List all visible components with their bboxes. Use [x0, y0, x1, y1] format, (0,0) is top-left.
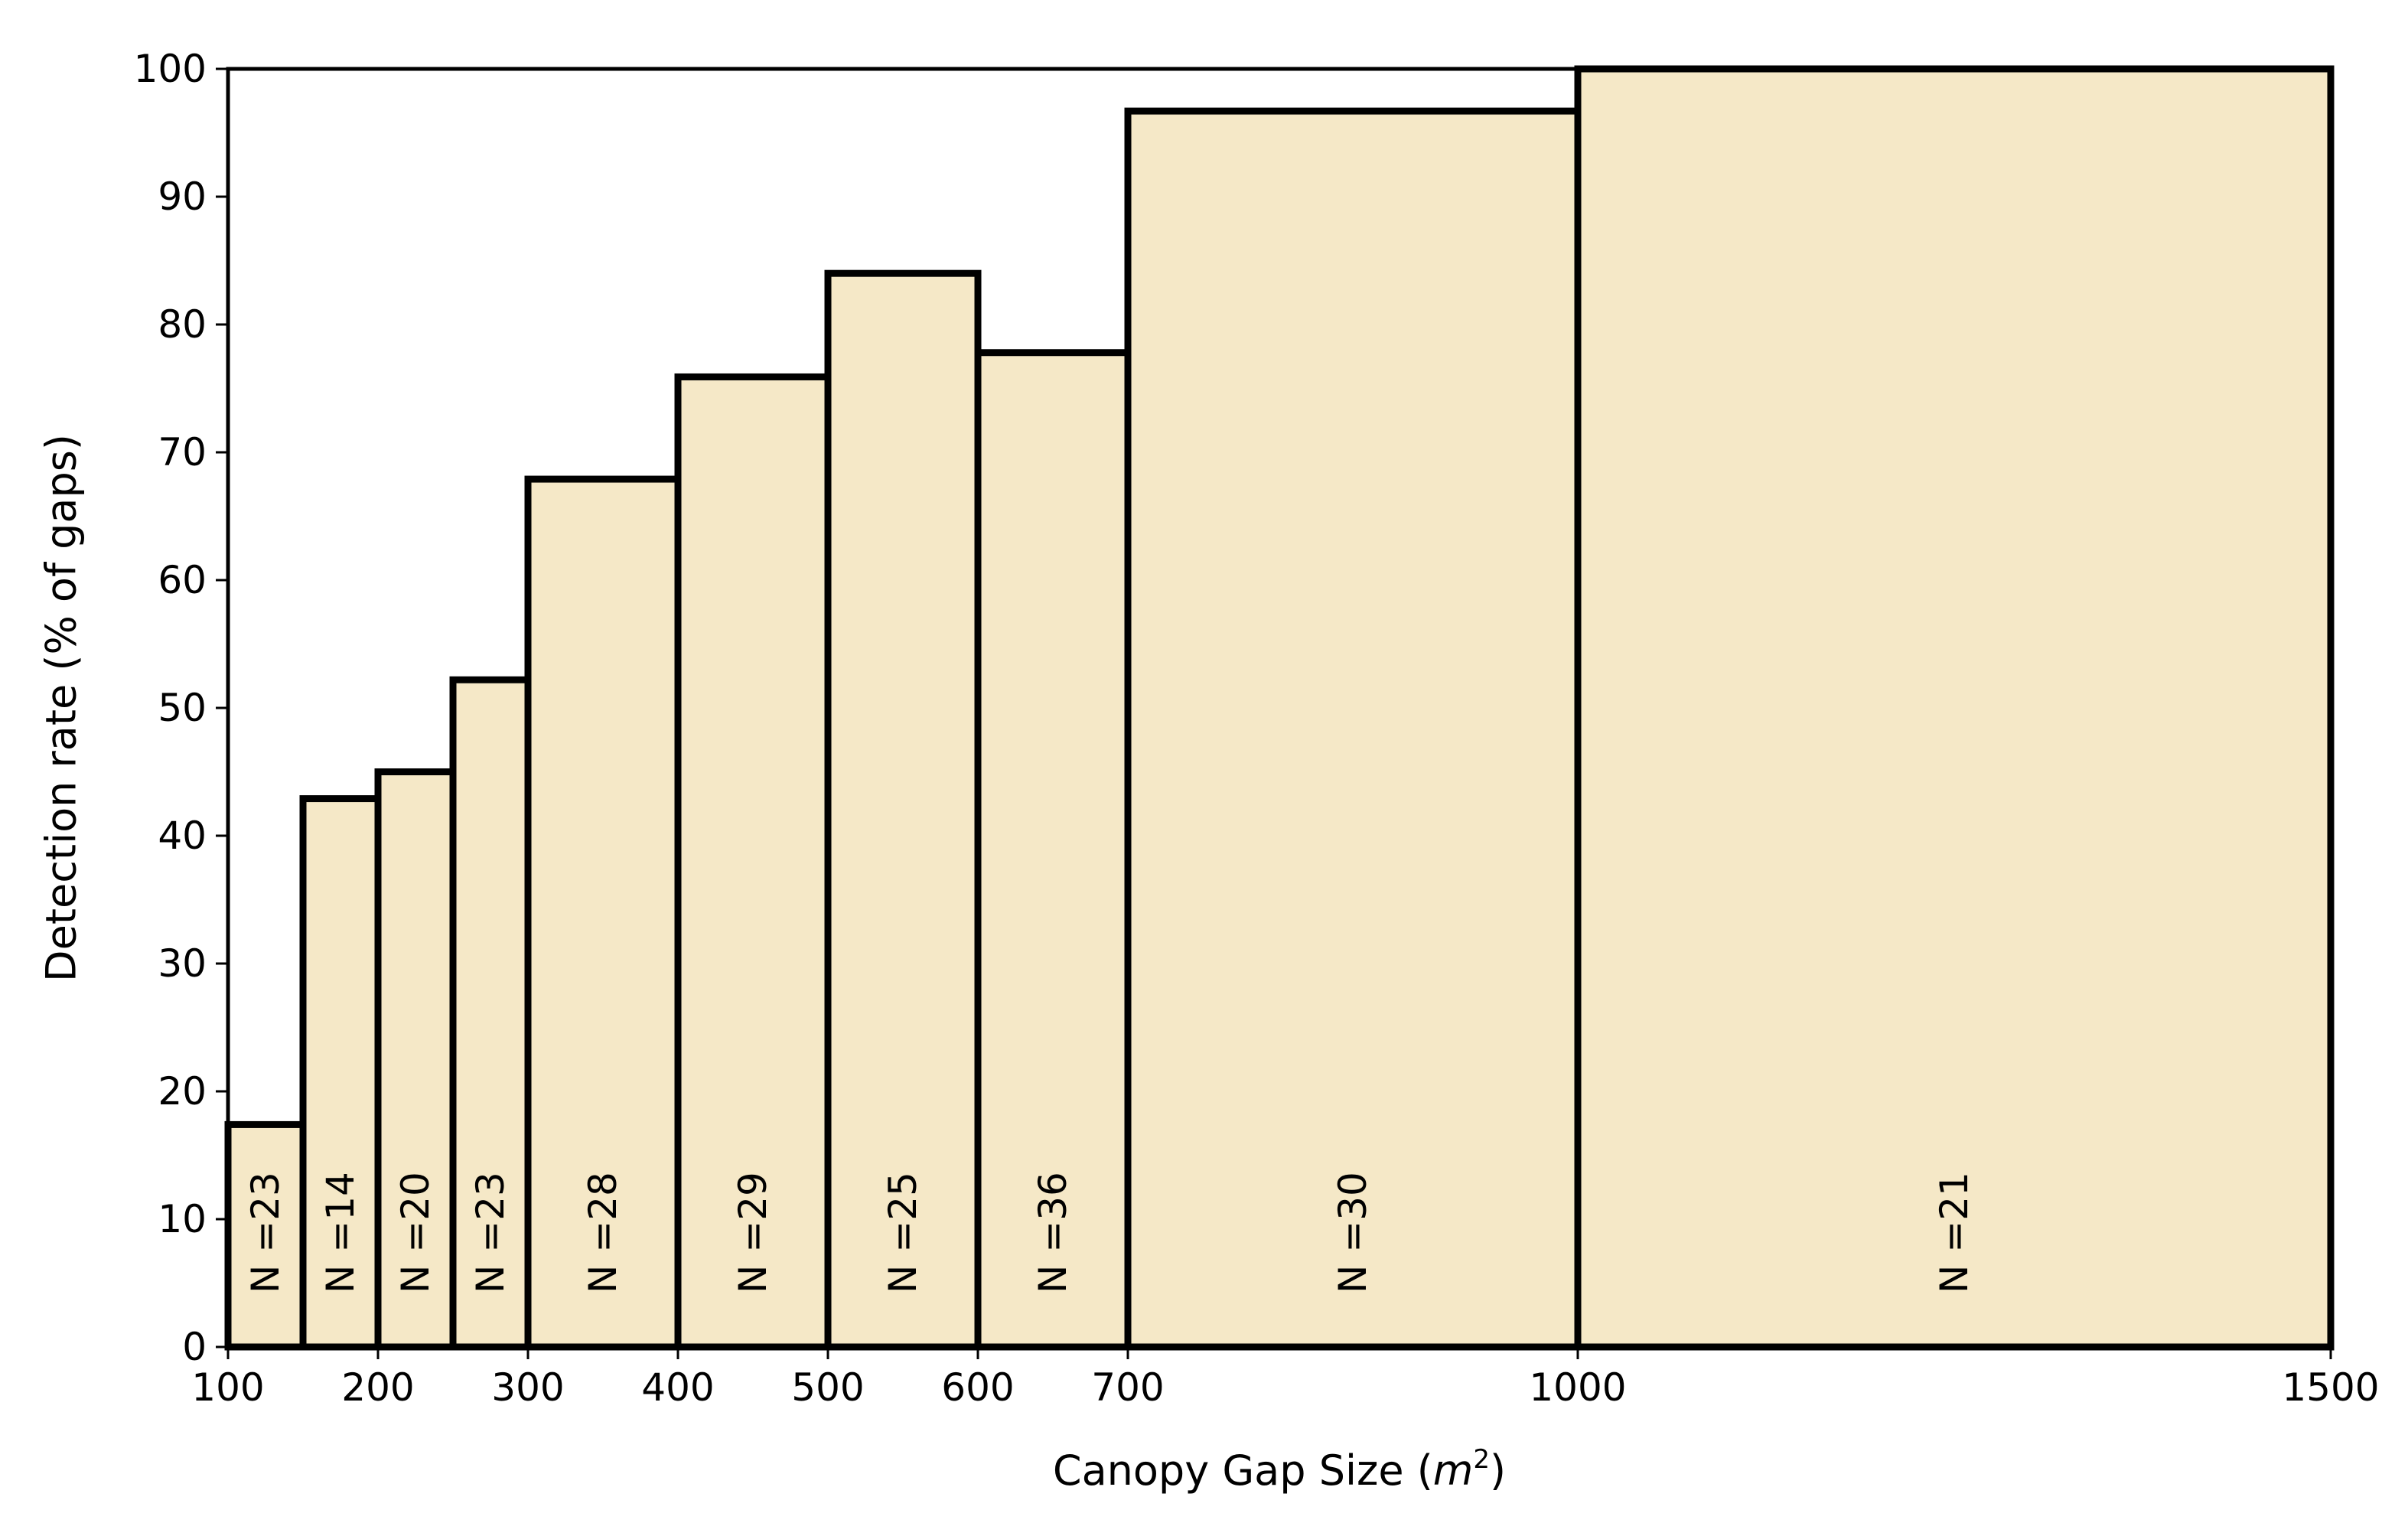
n-labels-layer: N =23 N =14 N =20 N =23 N =28 N =29 N =25 N =36…	[243, 1172, 1976, 1293]
y-tick-label: 70	[158, 430, 207, 474]
n-label: N =23	[243, 1172, 288, 1293]
x-tick-label: 400	[641, 1365, 714, 1410]
bars-layer	[224, 65, 2335, 1351]
y-tick-label: 100	[134, 47, 207, 91]
x-axis-label: Canopy Gap Size (m2)	[1053, 1444, 1506, 1495]
y-tick-label: 50	[158, 686, 207, 730]
n-label: N =14	[318, 1172, 363, 1293]
n-label: N =23	[468, 1172, 513, 1293]
y-tick-label: 80	[158, 302, 207, 347]
y-axis: 0 10 20 30 40 50 60 70 80 90 100	[134, 47, 228, 1369]
y-tick-label: 60	[158, 558, 207, 602]
x-tick-label: 600	[941, 1365, 1014, 1410]
x-tick-label: 500	[791, 1365, 864, 1410]
x-tick-label: 100	[191, 1365, 264, 1410]
y-tick-label: 90	[158, 174, 207, 219]
y-tick-label: 0	[182, 1325, 207, 1369]
bar-1000-1500	[1574, 65, 2335, 1351]
x-tick-label: 200	[341, 1365, 414, 1410]
bar-600-700	[974, 349, 1132, 1351]
n-label: N =21	[1932, 1172, 1976, 1293]
x-tick-label: 1000	[1529, 1365, 1626, 1410]
bar-700-1000	[1124, 107, 1582, 1351]
x-tick-label: 300	[491, 1365, 564, 1410]
x-tick-label: 700	[1091, 1365, 1164, 1410]
y-axis-label: Detection rate (% of gaps)	[37, 434, 86, 982]
n-label: N =25	[881, 1172, 925, 1293]
y-tick-label: 20	[158, 1069, 207, 1114]
n-label: N =36	[1031, 1172, 1075, 1293]
y-tick-label: 30	[158, 941, 207, 986]
x-axis: 100 200 300 400 500 600 700 1000 1500	[191, 1347, 2380, 1410]
y-tick-label: 40	[158, 814, 207, 858]
bar-400-500	[674, 373, 832, 1351]
y-tick-label: 10	[158, 1197, 207, 1241]
n-label: N =28	[581, 1172, 625, 1293]
n-label: N =20	[393, 1172, 438, 1293]
x-tick-label: 1500	[2282, 1365, 2379, 1410]
n-label: N =29	[731, 1172, 775, 1293]
n-label: N =30	[1331, 1172, 1375, 1293]
